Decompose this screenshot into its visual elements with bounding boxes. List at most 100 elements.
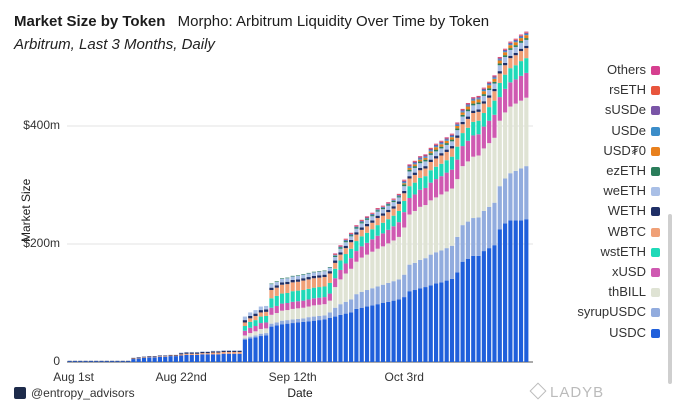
- bar-WETH-38[interactable]: [269, 287, 274, 291]
- bar-sUSDe-77[interactable]: [476, 97, 481, 99]
- bar-WBTC-82[interactable]: [503, 65, 508, 75]
- bar-USDe-84[interactable]: [513, 41, 518, 43]
- bar-USDe-69[interactable]: [434, 146, 439, 148]
- bar-xUSD-54[interactable]: [354, 251, 359, 262]
- bar-syrupUSDC-69[interactable]: [434, 252, 439, 284]
- bar-weETH-85[interactable]: [518, 42, 524, 49]
- bar-USDe-66[interactable]: [418, 158, 423, 160]
- bar-rsETH-83[interactable]: [508, 42, 513, 43]
- bar-weETH-29[interactable]: [221, 350, 226, 351]
- bar-xUSD-84[interactable]: [513, 79, 518, 104]
- bar-syrupUSDC-49[interactable]: [327, 312, 332, 318]
- bar-WBTC-42[interactable]: [290, 282, 295, 292]
- bar-USDC-14[interactable]: [141, 357, 147, 362]
- bar-WBTC-74[interactable]: [460, 124, 465, 134]
- bar-USDe-83[interactable]: [508, 43, 513, 46]
- bar-USDe-72[interactable]: [449, 136, 455, 138]
- bar-USDC-66[interactable]: [418, 288, 423, 362]
- bar-rsETH-59[interactable]: [380, 206, 386, 207]
- bar-ezETH-47[interactable]: [317, 271, 322, 272]
- bar-xUSD-68[interactable]: [428, 182, 433, 201]
- bar-Others-77[interactable]: [476, 95, 481, 97]
- bar-thBILL-54[interactable]: [354, 261, 359, 295]
- bar-sUSDe-57[interactable]: [370, 213, 375, 215]
- bar-USDC-6[interactable]: [99, 361, 104, 363]
- bar-wstETH-69[interactable]: [434, 166, 439, 180]
- bar-wstETH-61[interactable]: [391, 215, 396, 227]
- bar-WETH-62[interactable]: [396, 201, 401, 204]
- bar-rsETH-70[interactable]: [439, 141, 444, 142]
- bar-WETH-4[interactable]: [88, 360, 93, 362]
- bar-USDe-53[interactable]: [349, 234, 354, 236]
- bar-weETH-67[interactable]: [423, 161, 428, 167]
- bar-WETH-60[interactable]: [386, 209, 391, 213]
- bar-weETH-78[interactable]: [481, 95, 486, 102]
- bar-rsETH-66[interactable]: [418, 156, 423, 158]
- bar-USDC-57[interactable]: [370, 305, 375, 362]
- bar-thBILL-37[interactable]: [264, 328, 269, 334]
- bar-sUSDe-53[interactable]: [349, 233, 354, 235]
- bar-syrupUSDC-55[interactable]: [359, 291, 364, 308]
- bar-xUSD-75[interactable]: [465, 140, 470, 162]
- bar-rsETH-73[interactable]: [455, 123, 460, 124]
- bar-xUSD-37[interactable]: [264, 322, 269, 329]
- bar-rsETH-79[interactable]: [487, 82, 492, 83]
- bar-WETH-9[interactable]: [115, 360, 120, 362]
- bar-wstETH-54[interactable]: [354, 241, 359, 252]
- bar-USDC-56[interactable]: [364, 306, 370, 362]
- bar-WETH-72[interactable]: [449, 146, 455, 149]
- bar-wstETH-56[interactable]: [364, 232, 370, 243]
- bar-thBILL-56[interactable]: [364, 254, 370, 291]
- bar-ezETH-61[interactable]: [391, 200, 396, 203]
- bar-wstETH-78[interactable]: [481, 113, 486, 127]
- bar-USD0-71[interactable]: [444, 140, 449, 144]
- bar-weETH-86[interactable]: [524, 39, 529, 46]
- bar-USDC-34[interactable]: [248, 338, 253, 362]
- bar-USDC-59[interactable]: [380, 303, 386, 362]
- bar-ezETH-55[interactable]: [359, 222, 364, 224]
- bar-Others-71[interactable]: [444, 137, 449, 138]
- bar-thBILL-58[interactable]: [375, 248, 380, 287]
- bar-WETH-66[interactable]: [418, 167, 423, 171]
- bar-WBTC-66[interactable]: [418, 170, 423, 178]
- bar-WETH-33[interactable]: [242, 320, 247, 323]
- bar-wstETH-66[interactable]: [418, 177, 423, 190]
- bar-USDe-56[interactable]: [364, 218, 370, 219]
- bar-USD0-74[interactable]: [460, 112, 465, 115]
- bar-WBTC-34[interactable]: [248, 318, 253, 322]
- bar-xUSD-67[interactable]: [423, 187, 428, 206]
- bar-Others-52[interactable]: [343, 238, 348, 240]
- bar-ezETH-82[interactable]: [503, 55, 508, 57]
- bar-WBTC-23[interactable]: [189, 353, 194, 355]
- bar-sUSDe-64[interactable]: [407, 165, 412, 167]
- bar-wstETH-57[interactable]: [370, 229, 375, 240]
- bar-USDC-81[interactable]: [497, 229, 502, 362]
- bar-syrupUSDC-61[interactable]: [391, 281, 396, 301]
- bar-USDe-78[interactable]: [481, 90, 486, 92]
- bar-WBTC-51[interactable]: [338, 254, 343, 261]
- bar-USDC-70[interactable]: [439, 282, 444, 362]
- bar-USDe-79[interactable]: [487, 84, 492, 86]
- bar-xUSD-50[interactable]: [333, 278, 338, 288]
- bar-rsETH-71[interactable]: [444, 137, 449, 139]
- bar-wstETH-59[interactable]: [380, 222, 386, 234]
- bar-wstETH-52[interactable]: [343, 254, 348, 264]
- bar-thBILL-48[interactable]: [322, 304, 327, 316]
- bar-WETH-46[interactable]: [311, 275, 316, 279]
- bar-WETH-63[interactable]: [402, 190, 407, 194]
- bar-thBILL-36[interactable]: [258, 328, 263, 334]
- bar-USDC-54[interactable]: [354, 308, 359, 362]
- bar-syrupUSDC-58[interactable]: [375, 286, 380, 305]
- legend-item-WBTC[interactable]: WBTC: [560, 224, 668, 240]
- bar-USDC-0[interactable]: [67, 361, 72, 363]
- bar-USDe-52[interactable]: [343, 240, 348, 242]
- bar-WBTC-17[interactable]: [157, 356, 162, 357]
- bar-WETH-86[interactable]: [524, 45, 529, 49]
- legend-item-weETH[interactable]: weETH: [560, 183, 668, 199]
- bar-USD0-81[interactable]: [497, 60, 502, 64]
- bar-USDC-41[interactable]: [285, 323, 290, 362]
- bar-thBILL-52[interactable]: [343, 273, 348, 302]
- bar-wstETH-44[interactable]: [301, 290, 306, 301]
- bar-syrupUSDC-48[interactable]: [322, 315, 327, 320]
- bar-USDe-54[interactable]: [354, 226, 359, 228]
